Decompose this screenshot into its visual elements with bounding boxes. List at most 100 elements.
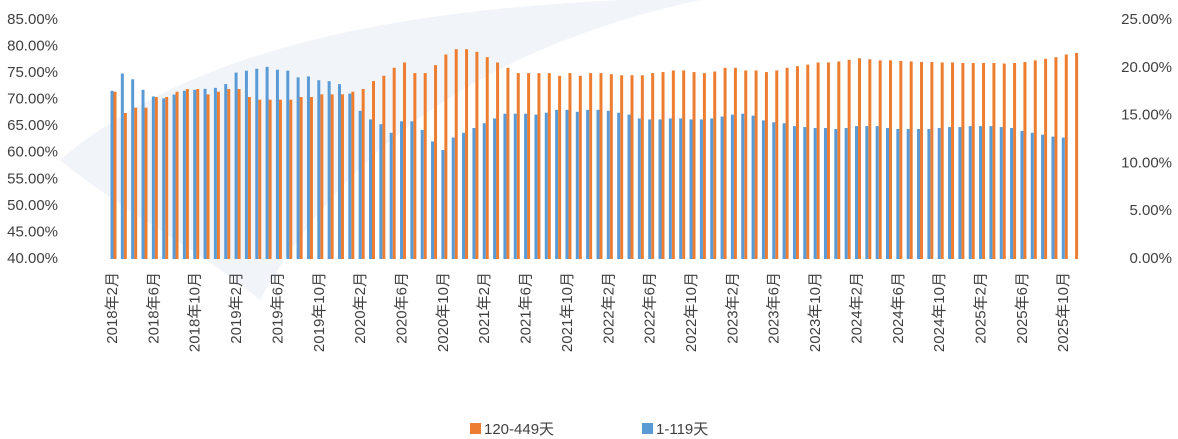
y2-tick-label: 5.00%	[1129, 202, 1172, 219]
bar	[286, 70, 290, 259]
bar	[671, 70, 675, 259]
x-tick-label: 2021年10月	[559, 272, 576, 352]
bar	[351, 91, 355, 259]
bar	[826, 62, 830, 259]
bar	[875, 126, 879, 259]
bar	[379, 124, 383, 259]
bar	[775, 70, 779, 259]
bar	[971, 63, 975, 259]
x-tick-label: 2024年10月	[931, 272, 948, 352]
bar	[909, 61, 913, 259]
bar	[268, 99, 272, 260]
bar	[589, 73, 593, 259]
y-tick-label: 80.00%	[7, 38, 58, 55]
bar	[516, 73, 520, 259]
x-tick-label: 2025年10月	[1055, 272, 1072, 352]
bar	[948, 127, 952, 260]
bar	[162, 98, 166, 259]
bar	[744, 70, 748, 259]
bar	[503, 113, 507, 259]
bar	[940, 62, 944, 259]
bar	[309, 97, 313, 259]
x-tick-label: 2025年2月	[973, 272, 990, 344]
bar	[1033, 60, 1037, 260]
bar	[596, 109, 600, 259]
bar	[410, 121, 414, 259]
bar	[651, 73, 655, 259]
bar	[255, 68, 259, 259]
bar	[713, 71, 717, 259]
bar	[565, 109, 569, 259]
bar	[823, 128, 827, 259]
bar	[772, 122, 776, 260]
bar	[403, 62, 407, 259]
bar	[369, 119, 372, 259]
bar	[730, 114, 734, 259]
bar	[1041, 134, 1045, 259]
bar	[482, 123, 486, 259]
legend-label: 120-449天	[484, 421, 554, 438]
bar	[444, 54, 448, 260]
bar	[317, 80, 321, 259]
bar	[537, 73, 541, 259]
bar	[206, 94, 210, 259]
y-tick-label: 75.00%	[7, 64, 58, 81]
bar	[702, 73, 706, 259]
bar	[434, 65, 438, 260]
bar	[110, 90, 114, 259]
y-tick-label: 70.00%	[7, 91, 58, 108]
y-tick-label: 40.00%	[7, 250, 58, 267]
bar	[358, 110, 362, 259]
bar	[1020, 130, 1024, 259]
bar	[555, 109, 559, 259]
x-tick-label: 2024年6月	[890, 272, 907, 344]
bar	[337, 84, 341, 259]
y-tick-label: 45.00%	[7, 223, 58, 240]
bar	[917, 128, 921, 259]
y-tick-label: 85.00%	[7, 11, 58, 28]
bar	[534, 114, 538, 259]
bar	[485, 57, 489, 259]
bar	[816, 62, 820, 259]
bar	[958, 127, 962, 260]
bar	[679, 118, 683, 259]
bar	[289, 99, 293, 260]
bar	[1044, 58, 1048, 259]
y2-tick-label: 15.00%	[1121, 107, 1172, 124]
bar	[868, 59, 872, 260]
bar	[896, 128, 900, 259]
bar	[648, 119, 652, 259]
bar	[327, 81, 331, 260]
bar	[785, 67, 789, 259]
y-tick-label: 55.00%	[7, 170, 58, 187]
bar	[175, 91, 179, 259]
bar	[782, 123, 786, 259]
x-tick-label: 2022年6月	[642, 272, 659, 344]
bar	[1023, 61, 1027, 259]
bar	[889, 60, 892, 260]
bar	[992, 63, 996, 259]
x-tick-label: 2020年10月	[435, 272, 452, 352]
bar	[630, 75, 634, 259]
bar	[454, 49, 458, 259]
bar	[920, 61, 924, 259]
bar	[609, 74, 613, 259]
bar	[837, 61, 841, 259]
bar	[265, 66, 269, 260]
x-tick-label: 2023年6月	[766, 272, 783, 344]
bar	[979, 126, 983, 259]
bar	[382, 75, 386, 260]
bar	[813, 128, 817, 259]
x-tick-label: 2018年10月	[187, 272, 204, 352]
bar	[951, 62, 955, 259]
bar	[661, 72, 665, 259]
x-tick-label: 2019年10月	[311, 272, 328, 352]
x-tick-label: 2020年2月	[352, 272, 369, 344]
bar	[847, 59, 851, 260]
bar	[886, 128, 889, 259]
bar	[658, 119, 662, 259]
bar	[640, 75, 644, 259]
bar	[154, 97, 158, 259]
x-tick-label: 2023年2月	[724, 272, 741, 344]
bar	[172, 94, 176, 260]
